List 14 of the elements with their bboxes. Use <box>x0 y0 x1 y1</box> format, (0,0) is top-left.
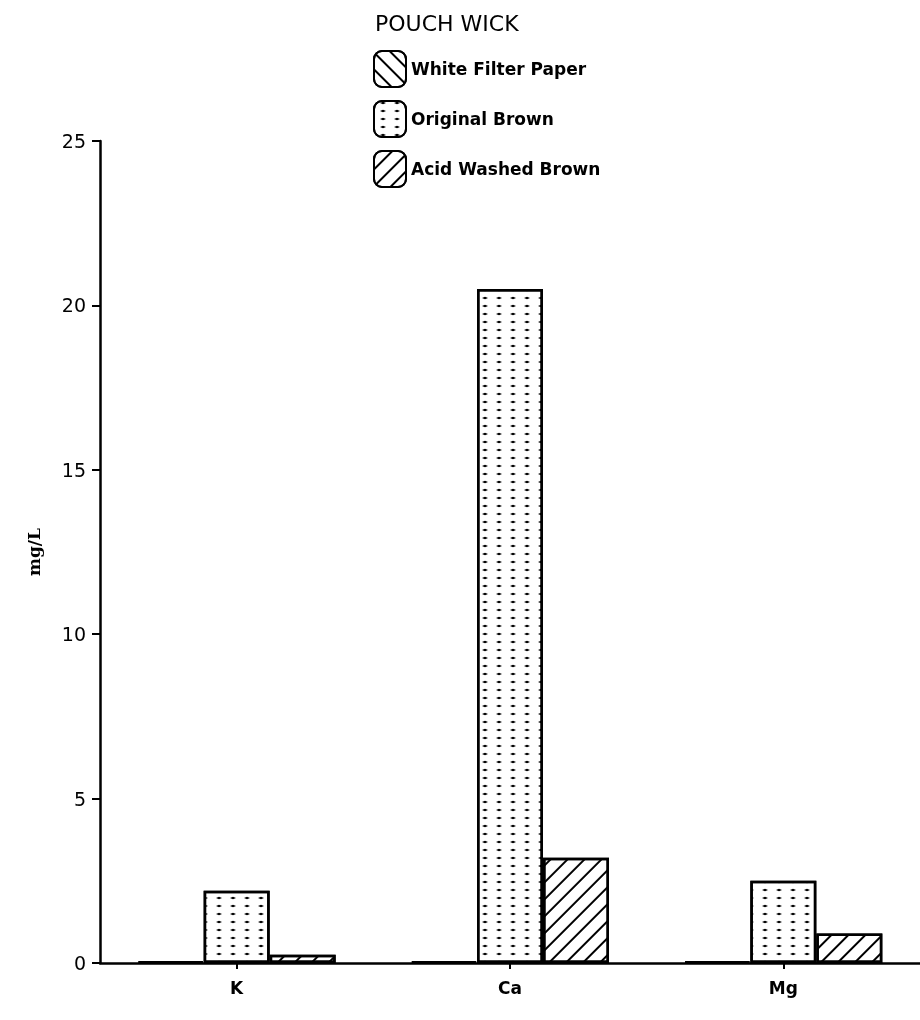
y-tick-label: 25 <box>61 130 86 152</box>
y-tick-label: 10 <box>61 623 86 646</box>
legend-title: POUCH WICK <box>375 10 520 36</box>
legend-label: Original Brown <box>411 109 554 129</box>
legend-label: Acid Washed Brown <box>411 159 601 179</box>
x-tick-label: Mg <box>768 977 798 998</box>
y-tick-label: 0 <box>73 952 86 974</box>
x-tick-label: Ca <box>498 977 522 998</box>
y-tick-label: 20 <box>61 294 86 317</box>
y-tick-label: 5 <box>73 787 86 810</box>
legend-label: White Filter Paper <box>411 59 587 79</box>
x-tick-label: K <box>230 977 245 998</box>
y-tick-label: 15 <box>61 458 86 481</box>
y-axis-title: mg/L <box>23 527 44 577</box>
